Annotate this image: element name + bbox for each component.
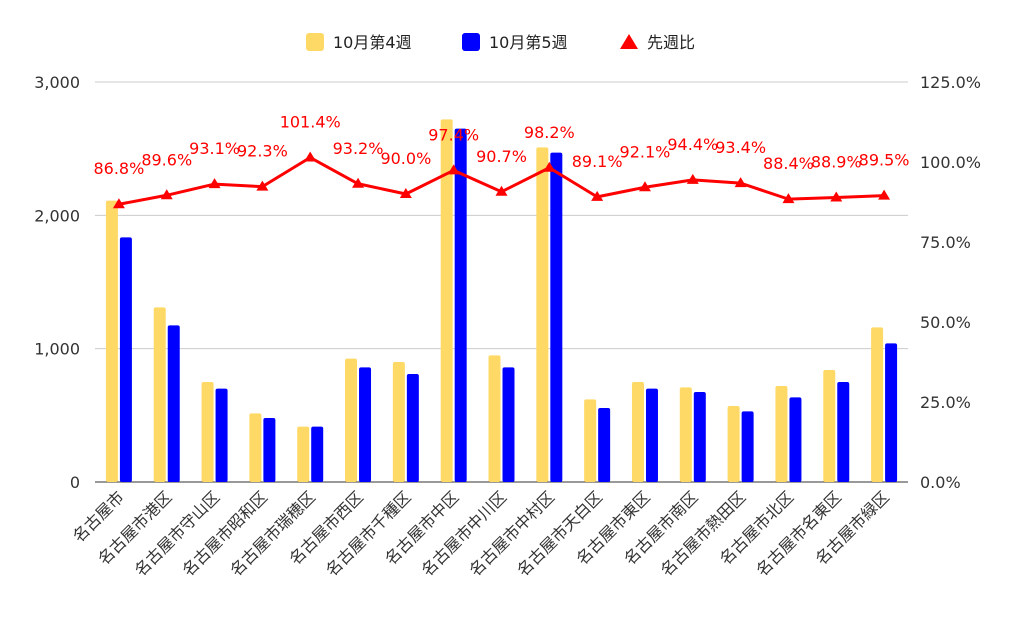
bar-week5 xyxy=(359,367,372,482)
bar-week5 xyxy=(693,392,706,482)
y-right-tick-label: 75.0% xyxy=(920,233,971,252)
ratio-data-label: 89.5% xyxy=(859,151,910,170)
ratio-data-label: 88.9% xyxy=(811,153,862,172)
x-tick-label: 名古屋市天白区 xyxy=(513,487,606,580)
bar-week4 xyxy=(392,362,405,482)
ratio-data-label: 93.4% xyxy=(715,138,766,157)
y-left-tick-label: 3,000 xyxy=(34,73,80,92)
bar-week4 xyxy=(345,358,358,482)
bar-week4 xyxy=(153,307,166,482)
ratio-point xyxy=(782,193,795,204)
bar-week4 xyxy=(249,413,262,482)
bar-week4 xyxy=(727,406,740,482)
ratio-point xyxy=(352,177,365,188)
bar-week4 xyxy=(584,399,597,482)
bar-week4 xyxy=(871,327,884,482)
bar-week4 xyxy=(631,382,644,482)
bar-week4 xyxy=(679,387,692,482)
ratio-data-label: 101.4% xyxy=(280,113,341,132)
ratio-data-label: 89.1% xyxy=(572,152,623,171)
bar-week5 xyxy=(167,325,180,482)
ratio-data-label: 98.2% xyxy=(524,123,575,142)
ratio-point xyxy=(208,178,221,189)
y-left-tick-label: 2,000 xyxy=(34,206,80,225)
ratio-point xyxy=(830,191,843,202)
ratio-data-label: 86.8% xyxy=(93,159,144,178)
ratio-data-label: 97.4% xyxy=(428,125,479,144)
y-right-tick-label: 25.0% xyxy=(920,393,971,412)
x-tick-label: 名古屋市昭和区 xyxy=(179,487,272,580)
legend-label: 先週比 xyxy=(647,33,695,52)
bar-week5 xyxy=(454,128,467,482)
legend-swatch xyxy=(620,34,638,49)
ratio-data-label: 93.1% xyxy=(189,139,240,158)
ratio-data-label: 94.4% xyxy=(667,135,718,154)
bar-week4 xyxy=(488,355,501,482)
y-right-tick-label: 50.0% xyxy=(920,313,971,332)
ratio-point xyxy=(447,164,460,175)
ratio-data-label: 90.0% xyxy=(380,149,431,168)
ratio-point xyxy=(495,185,508,196)
ratio-point xyxy=(112,198,125,209)
x-tick-label: 名古屋市熱田区 xyxy=(657,487,750,580)
bar-week5 xyxy=(119,237,132,482)
x-tick-label: 名古屋市中村区 xyxy=(466,487,559,580)
x-tick-label: 名古屋市瑞穂区 xyxy=(226,487,319,580)
bar-week5 xyxy=(550,152,563,482)
ratio-data-label: 92.1% xyxy=(620,142,671,161)
bar-week5 xyxy=(311,426,324,482)
legend-swatch xyxy=(462,33,480,51)
legend-label: 10月第5週 xyxy=(489,33,568,52)
ratio-point xyxy=(304,151,317,162)
x-tick-label: 名古屋市千種区 xyxy=(322,487,415,580)
ratio-data-label: 88.4% xyxy=(763,154,814,173)
bar-week5 xyxy=(885,343,898,482)
ratio-data-label: 92.3% xyxy=(237,142,288,161)
ratio-point xyxy=(686,173,699,184)
bar-week4 xyxy=(823,370,836,482)
ratio-point xyxy=(878,189,891,200)
ratio-point xyxy=(543,161,556,172)
legend-swatch xyxy=(306,33,324,51)
bar-week5 xyxy=(215,388,228,482)
ratio-data-label: 90.7% xyxy=(476,147,527,166)
y-right-tick-label: 100.0% xyxy=(920,153,981,172)
bar-week5 xyxy=(741,411,754,482)
bar-week5 xyxy=(263,418,276,482)
x-tick-label: 名古屋市名東区 xyxy=(752,487,845,580)
bar-week4 xyxy=(536,147,549,483)
x-tick-label: 名古屋市中川区 xyxy=(418,487,511,580)
bar-week4 xyxy=(105,200,118,482)
y-left-tick-label: 1,000 xyxy=(34,340,80,359)
bar-week4 xyxy=(297,426,310,482)
bar-week4 xyxy=(440,119,453,482)
ratio-point xyxy=(591,190,604,201)
bar-week5 xyxy=(645,388,658,482)
ratio-point xyxy=(256,180,269,191)
bar-week5 xyxy=(406,374,419,482)
ratio-data-label: 93.2% xyxy=(333,139,384,158)
y-right-tick-label: 0.0% xyxy=(920,473,961,492)
bar-week5 xyxy=(837,382,850,482)
bar-week5 xyxy=(789,397,802,482)
ratio-point xyxy=(399,188,412,198)
bar-week5 xyxy=(598,408,611,482)
ratio-point xyxy=(638,181,651,192)
ratio-data-label: 89.6% xyxy=(141,150,192,169)
bar-week4 xyxy=(775,386,788,482)
bar-week5 xyxy=(502,367,515,482)
y-left-tick-label: 0 xyxy=(70,473,80,492)
y-right-tick-label: 125.0% xyxy=(920,73,981,92)
ratio-point xyxy=(160,189,173,200)
bar-week4 xyxy=(201,382,214,482)
ratio-point xyxy=(734,177,747,188)
legend-label: 10月第4週 xyxy=(333,33,412,52)
x-tick-label: 名古屋市守山区 xyxy=(131,487,224,580)
